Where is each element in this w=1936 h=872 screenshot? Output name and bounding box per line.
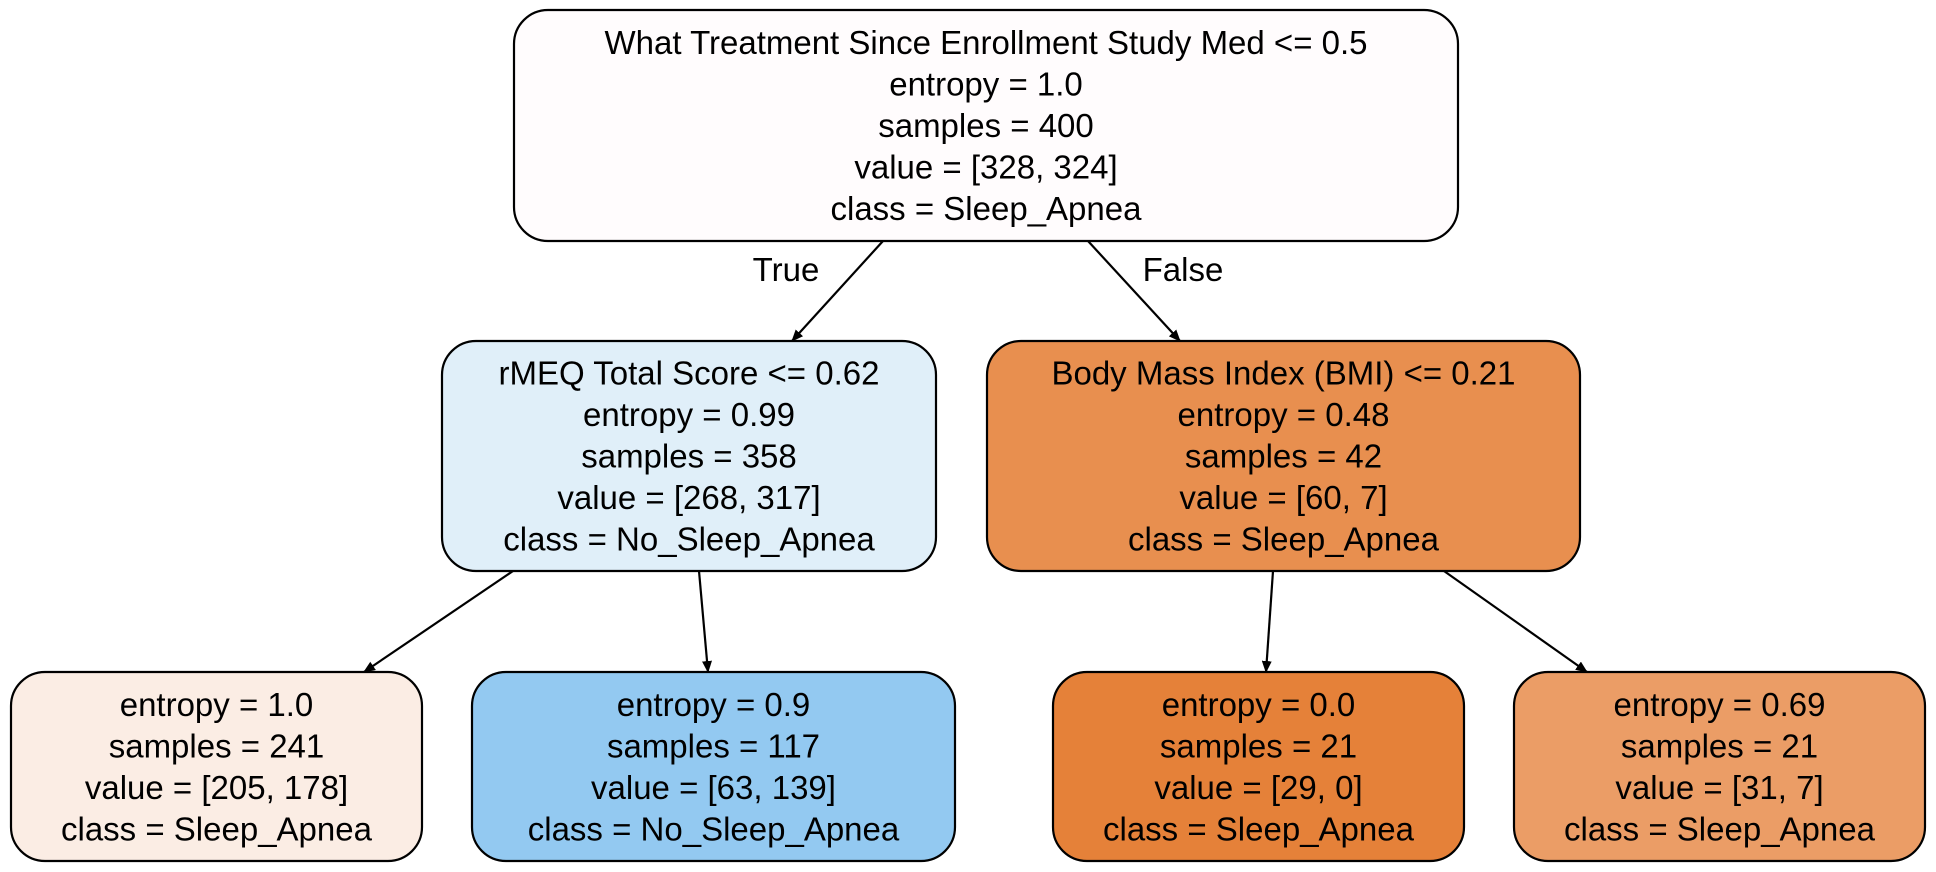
node-line: class = Sleep_Apnea bbox=[1103, 810, 1415, 847]
tree-node-root: What Treatment Since Enrollment Study Me… bbox=[512, 8, 1460, 243]
edge-label-true: True bbox=[753, 251, 820, 288]
node-line: samples = 21 bbox=[1160, 727, 1357, 764]
nodes-layer: What Treatment Since Enrollment Study Me… bbox=[9, 8, 1927, 863]
node-line: entropy = 0.9 bbox=[617, 686, 811, 723]
node-line: entropy = 1.0 bbox=[889, 66, 1083, 103]
node-line: samples = 400 bbox=[878, 107, 1094, 144]
node-line: value = [29, 0] bbox=[1154, 769, 1362, 806]
node-box bbox=[440, 339, 938, 573]
edge-left-to-left-right bbox=[697, 570, 713, 673]
tree-node-left-left: entropy = 1.0 samples = 241 value = [205, … bbox=[9, 670, 424, 863]
node-box bbox=[470, 670, 957, 863]
edge-root-to-right bbox=[1087, 240, 1181, 342]
edge-root-to-left bbox=[791, 240, 884, 342]
node-line: entropy = 1.0 bbox=[120, 686, 314, 723]
node-line: entropy = 0.48 bbox=[1178, 396, 1390, 433]
node-line: entropy = 0.69 bbox=[1614, 686, 1826, 723]
node-line: samples = 358 bbox=[581, 438, 797, 475]
edge-label-false: False bbox=[1143, 251, 1224, 288]
node-line: samples = 42 bbox=[1185, 438, 1382, 475]
edge-left-to-left-left bbox=[363, 570, 514, 673]
node-box bbox=[9, 670, 424, 863]
node-line: value = [328, 324] bbox=[854, 149, 1117, 186]
node-line: samples = 21 bbox=[1621, 727, 1818, 764]
tree-node-right-left: entropy = 0.0 samples = 21 value = [29, 0]… bbox=[1051, 670, 1466, 863]
tree-node-left: rMEQ Total Score <= 0.62 entropy = 0.99 sa… bbox=[440, 339, 938, 573]
tree-node-left-right: entropy = 0.9 samples = 117 value = [63, 1… bbox=[470, 670, 957, 863]
node-box bbox=[1051, 670, 1466, 863]
node-line: class = Sleep_Apnea bbox=[61, 810, 373, 847]
node-line: What Treatment Since Enrollment Study Me… bbox=[604, 24, 1367, 61]
node-line: class = Sleep_Apnea bbox=[831, 190, 1143, 227]
node-box bbox=[1512, 670, 1927, 863]
node-line: Body Mass Index (BMI) <= 0.21 bbox=[1051, 355, 1515, 392]
node-line: value = [205, 178] bbox=[85, 769, 348, 806]
tree-node-right-right: entropy = 0.69 samples = 21 value = [31, 7… bbox=[1512, 670, 1927, 863]
tree-node-right: Body Mass Index (BMI) <= 0.21 entropy = 0… bbox=[985, 339, 1582, 573]
node-box bbox=[985, 339, 1582, 573]
edge-right-to-right-left bbox=[1261, 570, 1275, 673]
node-line: value = [63, 139] bbox=[591, 769, 836, 806]
node-line: class = No_Sleep_Apnea bbox=[503, 521, 875, 558]
node-line: samples = 241 bbox=[109, 727, 325, 764]
node-line: rMEQ Total Score <= 0.62 bbox=[499, 355, 880, 392]
node-line: class = Sleep_Apnea bbox=[1128, 521, 1440, 558]
node-box bbox=[512, 8, 1460, 243]
node-line: class = Sleep_Apnea bbox=[1564, 810, 1876, 847]
node-line: value = [31, 7] bbox=[1615, 769, 1823, 806]
node-line: entropy = 0.0 bbox=[1162, 686, 1356, 723]
edges-layer: True False bbox=[363, 240, 1588, 673]
node-line: samples = 117 bbox=[607, 727, 820, 764]
node-line: value = [268, 317] bbox=[557, 479, 820, 516]
edge-right-to-right-right bbox=[1443, 570, 1588, 673]
node-line: entropy = 0.99 bbox=[583, 396, 795, 433]
node-line: value = [60, 7] bbox=[1179, 479, 1387, 516]
node-line: class = No_Sleep_Apnea bbox=[528, 810, 900, 847]
